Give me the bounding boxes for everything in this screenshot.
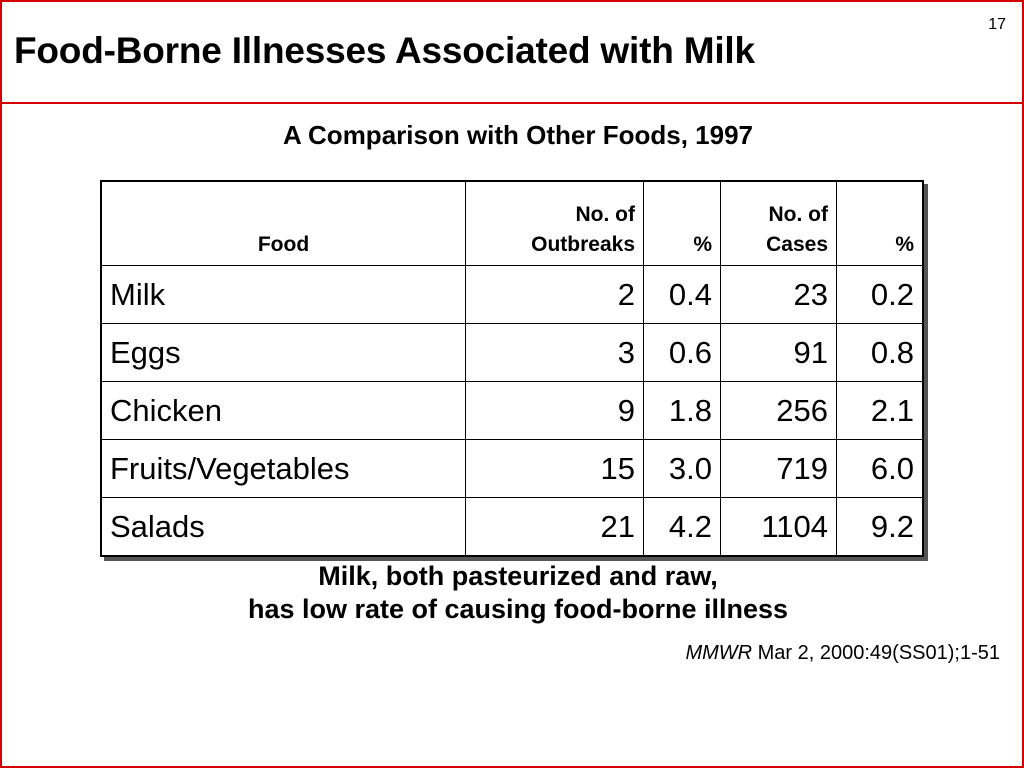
cases-percent-cell: 6.0 (836, 439, 924, 498)
outbreaks-percent-cell: 3.0 (643, 439, 721, 498)
outbreaks-percent-cell: 0.6 (643, 323, 721, 382)
title-bar: Food-Borne Illnesses Associated with Mil… (2, 2, 1022, 104)
food-cell: Milk (100, 265, 466, 324)
table-header-row: Food No. of Outbreaks % No. of Cases % (100, 180, 924, 266)
conclusion-line-1: Milk, both pasteurized and raw, (318, 561, 718, 591)
header-outbreaks-line1: No. of (575, 203, 635, 227)
slide-subtitle: A Comparison with Other Foods, 1997 (283, 120, 753, 150)
outbreaks-percent-cell: 1.8 (643, 381, 721, 440)
cases-percent-cell: 9.2 (836, 497, 924, 557)
header-cases-percent: % (836, 180, 924, 266)
header-food: Food (100, 180, 466, 266)
outbreaks-percent-cell: 4.2 (643, 497, 721, 557)
table-row: Salads 21 4.2 1104 9.2 (100, 497, 924, 557)
cases-cell: 91 (720, 323, 837, 382)
table-row: Milk 2 0.4 23 0.2 (100, 265, 924, 324)
header-outbreaks-line2: Outbreaks (531, 232, 635, 256)
slide-title: Food-Borne Illnesses Associated with Mil… (14, 30, 755, 71)
food-comparison-table: Food No. of Outbreaks % No. of Cases % Mil… (100, 180, 924, 557)
conclusion-line-2: has low rate of causing food-borne illne… (247, 594, 789, 624)
outbreaks-cell: 15 (465, 439, 644, 498)
outbreaks-cell: 21 (465, 497, 644, 557)
food-cell: Chicken (100, 381, 466, 440)
header-outbreaks: No. of Outbreaks (465, 180, 644, 266)
slide-number: 17 (988, 16, 1006, 33)
outbreaks-percent-cell: 0.4 (643, 265, 721, 324)
food-cell: Eggs (100, 323, 466, 382)
cases-cell: 256 (720, 381, 837, 440)
header-cases-line2: Cases (766, 232, 828, 256)
cases-cell: 1104 (720, 497, 837, 557)
header-outbreaks-percent: % (643, 180, 721, 266)
outbreaks-cell: 3 (465, 323, 644, 382)
cases-percent-cell: 0.2 (836, 265, 924, 324)
conclusion-text: Milk, both pasteurized and raw, has low … (2, 560, 1024, 626)
header-cases-line1: No. of (768, 203, 828, 227)
header-cases: No. of Cases (720, 180, 837, 266)
food-cell: Fruits/Vegetables (100, 439, 466, 498)
cases-cell: 719 (720, 439, 837, 498)
cases-percent-cell: 0.8 (836, 323, 924, 382)
table-row: Eggs 3 0.6 91 0.8 (100, 323, 924, 382)
citation: MMWR Mar 2, 2000:49(SS01);1-51 (685, 642, 1000, 665)
citation-journal: MMWR (685, 642, 753, 664)
citation-reference: Mar 2, 2000:49(SS01);1-51 (752, 642, 1000, 664)
outbreaks-cell: 9 (465, 381, 644, 440)
cases-percent-cell: 2.1 (836, 381, 924, 440)
table-row: Chicken 9 1.8 256 2.1 (100, 381, 924, 440)
food-cell: Salads (100, 497, 466, 557)
outbreaks-cell: 2 (465, 265, 644, 324)
cases-cell: 23 (720, 265, 837, 324)
table-row: Fruits/Vegetables 15 3.0 719 6.0 (100, 439, 924, 498)
